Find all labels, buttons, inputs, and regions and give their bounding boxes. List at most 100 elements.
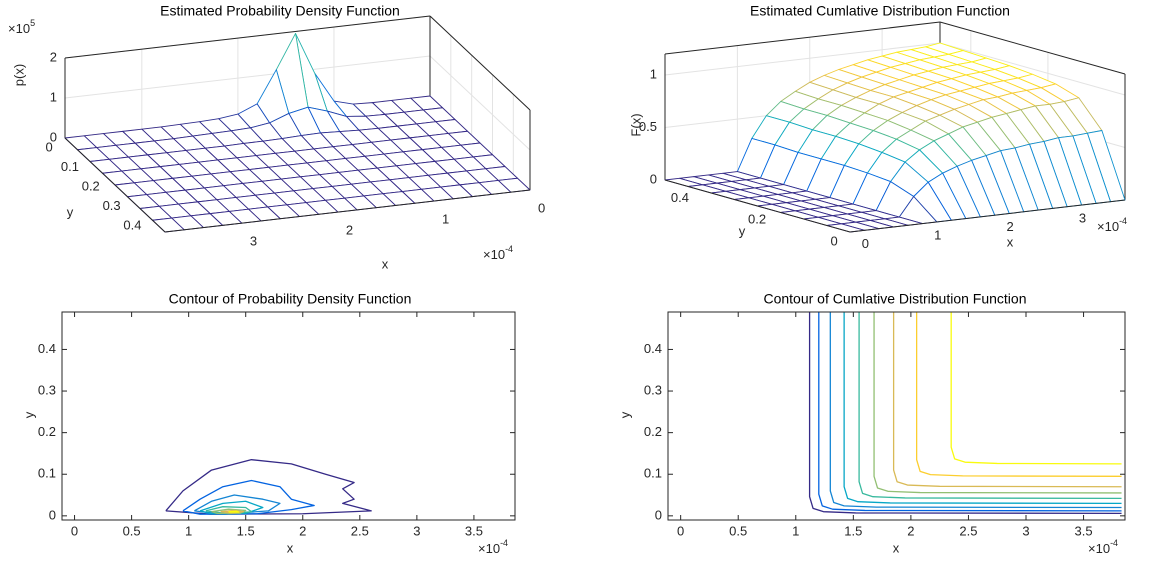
x-exponent: ×10-4 <box>1088 538 1118 556</box>
y-tick-label: 0.4 <box>644 341 662 356</box>
y-tick-label: 0.3 <box>644 382 662 397</box>
contour-line <box>915 312 1122 477</box>
x-tick-label: 0.5 <box>729 523 747 538</box>
x-tick-label: 2 <box>346 223 353 238</box>
contour-line <box>199 500 264 515</box>
contour-line <box>873 312 1122 494</box>
grid-line <box>64 55 431 99</box>
z-exponent: ×105 <box>8 18 35 36</box>
y-tick-label: 0.4 <box>123 218 141 233</box>
y-tick-label: 0.2 <box>748 212 766 227</box>
contour-line <box>829 312 1122 509</box>
x-exponent-base: ×10 <box>478 541 500 556</box>
z-exponent-exponent: 5 <box>30 18 35 28</box>
axes-box <box>667 311 1126 521</box>
plot-area <box>62 312 515 520</box>
z-tick-label: 1 <box>650 66 657 81</box>
x-tick-label: 1.5 <box>237 523 255 538</box>
y-tick-label: 0.1 <box>61 159 79 174</box>
x-tick-label: 2.5 <box>351 523 369 538</box>
contour-line <box>228 510 240 513</box>
chart-title: Contour of Cumlative Distribution Functi… <box>763 291 1026 307</box>
x-tick-label: 3.5 <box>465 523 483 538</box>
x-tick-label: 3 <box>413 523 420 538</box>
z-tick-label: 0 <box>650 171 657 186</box>
x-tick-label: 2.5 <box>959 523 977 538</box>
x-tick-label: 3 <box>250 234 257 249</box>
z-tick-label: 2 <box>50 49 57 64</box>
x-tick-label: 2 <box>907 523 914 538</box>
x-exponent: ×10-4 <box>478 538 508 556</box>
x-tick-label: 0.5 <box>123 523 141 538</box>
x-axis-label: x <box>382 256 389 271</box>
axis-line <box>939 21 1126 75</box>
axis-line <box>64 15 431 59</box>
x-tick-label: 3 <box>1079 211 1086 226</box>
x-tick-label: 2 <box>299 523 306 538</box>
axis-line <box>849 199 1126 233</box>
axis-line <box>64 137 166 233</box>
axis-line <box>164 189 531 233</box>
y-tick-label: 0 <box>830 233 837 248</box>
x-axis-label: x <box>1007 234 1014 249</box>
y-axis-label: y <box>67 204 74 219</box>
z-axis-label: p(x) <box>11 64 26 86</box>
contour-line <box>843 312 1122 505</box>
x-tick-label: 0 <box>71 523 78 538</box>
contour-line <box>165 459 372 515</box>
x-exponent-base: ×10 <box>483 247 505 262</box>
contour-line <box>808 312 1122 514</box>
z-tick-label: 1 <box>50 89 57 104</box>
chart-title: Estimated Cumlative Distribution Functio… <box>750 3 1010 19</box>
x-tick-label: 0 <box>677 523 684 538</box>
y-tick-label: 0.3 <box>38 382 56 397</box>
x-exponent-base: ×10 <box>1088 541 1110 556</box>
x-tick-label: 2 <box>1007 219 1014 234</box>
grid-line <box>429 55 531 151</box>
x-exponent-exponent: -4 <box>505 244 513 254</box>
axes-box <box>61 311 516 521</box>
y-axis-label: y <box>739 223 746 238</box>
grid-line <box>939 42 1126 96</box>
x-tick-label: 1.5 <box>844 523 862 538</box>
axis-line <box>664 21 941 55</box>
z-tick-label: 0 <box>50 129 57 144</box>
contour-line <box>950 312 1122 465</box>
axis-line <box>429 15 531 111</box>
x-tick-label: 1 <box>185 523 192 538</box>
x-tick-label: 1 <box>442 211 449 226</box>
contour-line <box>220 509 245 514</box>
x-tick-label: 0 <box>862 236 869 251</box>
x-exponent: ×10-4 <box>483 244 513 262</box>
y-tick-label: 0 <box>655 507 662 522</box>
x-exponent-exponent: -4 <box>1119 216 1127 226</box>
y-axis-label: y <box>617 411 632 418</box>
y-tick-label: 0.1 <box>38 466 56 481</box>
z-exponent-base: ×10 <box>8 21 30 36</box>
chart-title: Estimated Probability Density Function <box>160 3 400 19</box>
y-tick-label: 0.4 <box>671 190 689 205</box>
y-axis-label: y <box>21 411 36 418</box>
y-tick-label: 0 <box>49 507 56 522</box>
z-axis-label: F(x) <box>628 113 643 136</box>
y-tick-label: 0.1 <box>644 466 662 481</box>
x-tick-label: 0 <box>538 200 545 215</box>
x-tick-label: 1 <box>792 523 799 538</box>
contour-line <box>858 312 1122 500</box>
contour-line <box>818 312 1122 512</box>
y-tick-label: 0.2 <box>38 424 56 439</box>
grid-line <box>664 42 941 76</box>
x-axis-label: x <box>287 540 294 555</box>
x-exponent-base: ×10 <box>1097 219 1119 234</box>
x-exponent-exponent: -4 <box>1110 538 1118 548</box>
y-tick-label: 0.2 <box>644 424 662 439</box>
x-tick-label: 1 <box>934 227 941 242</box>
x-exponent-exponent: -4 <box>500 538 508 548</box>
x-tick-label: 3 <box>1022 523 1029 538</box>
z-tick-label: 0.5 <box>639 119 657 134</box>
chart-title: Contour of Probability Density Function <box>169 291 412 307</box>
plot-area <box>668 312 1125 520</box>
y-tick-label: 0.2 <box>82 178 100 193</box>
